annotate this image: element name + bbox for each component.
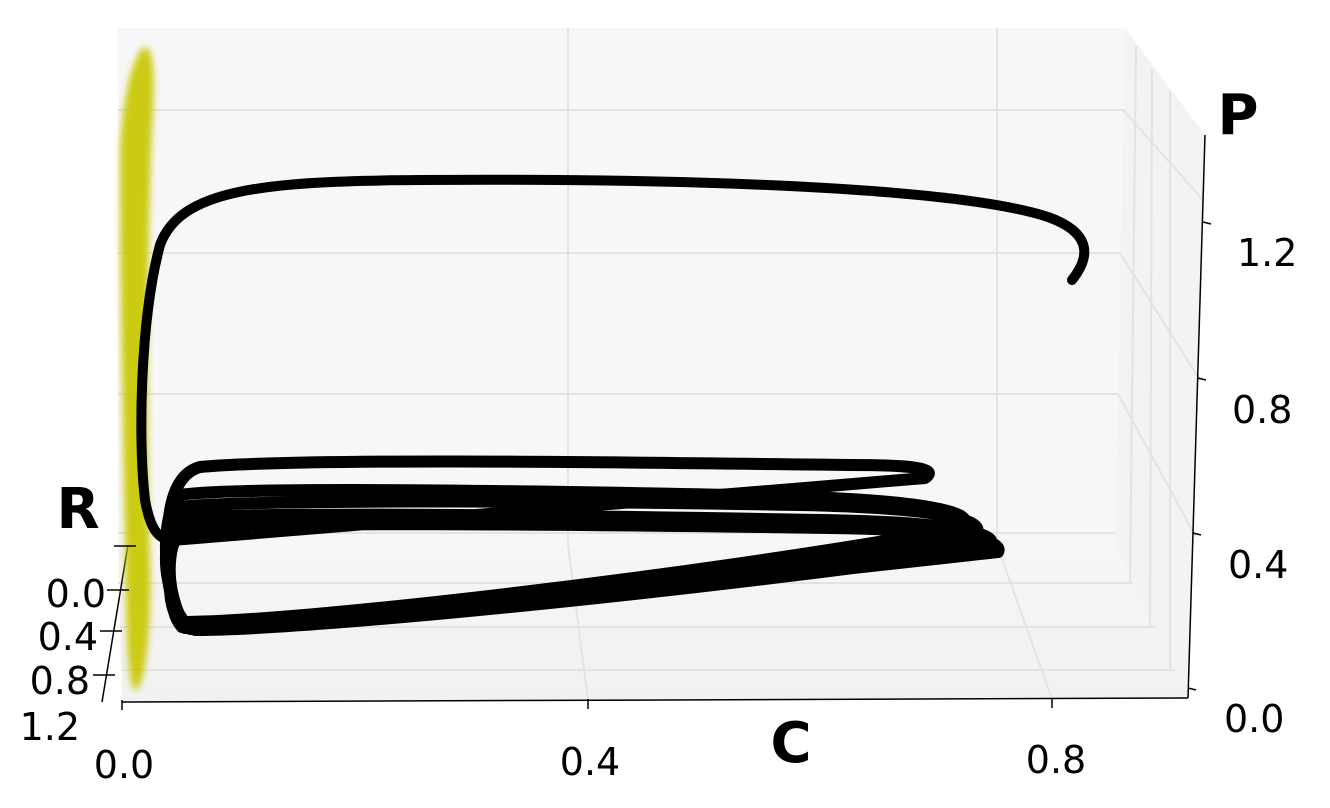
y-tick-label: 0.8 bbox=[30, 659, 90, 703]
right-pane bbox=[1115, 28, 1205, 698]
y-tick-label: 0.0 bbox=[46, 572, 106, 616]
y-tick-label: 1.2 bbox=[20, 705, 80, 749]
tick-marks bbox=[93, 221, 1212, 710]
trajectory-series bbox=[136, 174, 1090, 636]
z-tick-label: 0.0 bbox=[1224, 697, 1284, 741]
axis-lines bbox=[101, 134, 1206, 703]
floor-pane bbox=[118, 545, 1188, 702]
z-tick-label: 1.2 bbox=[1237, 231, 1297, 275]
z-tick-label: 0.8 bbox=[1232, 388, 1292, 432]
limit-cycle bbox=[159, 455, 1005, 636]
x-tick-label: 0.4 bbox=[560, 740, 620, 784]
z-axis-title: P bbox=[1217, 83, 1258, 148]
back-pane bbox=[118, 28, 1125, 545]
yellow-surface bbox=[120, 47, 154, 691]
z-tick-label: 0.4 bbox=[1228, 543, 1288, 587]
y-tick-label: 0.4 bbox=[38, 615, 98, 659]
x-tick-label: 0.8 bbox=[1026, 738, 1086, 782]
y-axis-title: R bbox=[56, 477, 99, 542]
x-tick-label: 0.0 bbox=[94, 743, 154, 787]
transient-arc bbox=[136, 174, 1090, 545]
x-axis-title: C bbox=[770, 711, 811, 776]
